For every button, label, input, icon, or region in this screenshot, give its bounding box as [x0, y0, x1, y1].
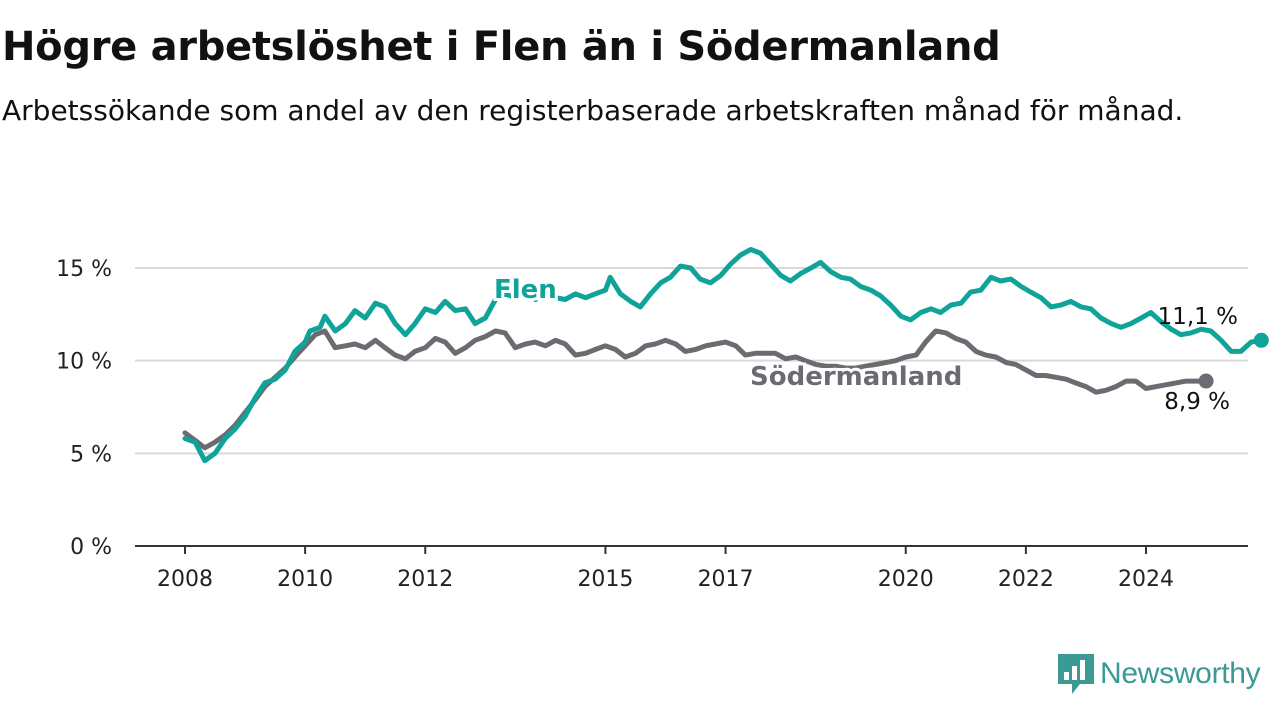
chart-title: Högre arbetslöshet i Flen än i Södermanl… [2, 24, 1001, 70]
series-line-flen [182, 247, 1264, 464]
y-tick-label: 15 % [56, 257, 112, 282]
x-tick-label: 2020 [878, 567, 934, 592]
end-label-flen: 11,1 % [1158, 304, 1238, 330]
newsworthy-logo-icon [1058, 654, 1094, 694]
x-tick-label: 2010 [277, 567, 333, 592]
series-label-flen: Flen [494, 275, 557, 305]
x-tick-label: 2015 [577, 567, 633, 592]
x-tick-label: 2024 [1118, 567, 1174, 592]
grid-lines [135, 267, 1248, 455]
series-lines [182, 247, 1269, 464]
x-tick-label: 2017 [698, 567, 754, 592]
y-tick-label: 0 % [70, 535, 112, 560]
axes: 0 % 5 % 10 % 15 % 2008 2010 2012 2015 2017 2020 20… [56, 257, 1248, 592]
y-tick-label: 5 % [70, 442, 112, 467]
x-tick-label: 2012 [397, 567, 453, 592]
end-label-sodermanland: 8,9 % [1164, 389, 1230, 415]
end-point-sodermanland [1198, 373, 1214, 389]
series-line-sodermanland [182, 328, 1209, 451]
brand-name: Newsworthy [1100, 657, 1261, 690]
series-labels: Flen Södermanland 11,1 % 8,9 % [491, 272, 1238, 415]
brand-logo: Newsworthy [1058, 654, 1261, 694]
series-label-sodermanland: Södermanland [750, 362, 962, 392]
x-tick-label: 2022 [998, 567, 1054, 592]
end-point-flen [1253, 332, 1269, 348]
chart-subtitle: Arbetssökande som andel av den registerb… [2, 94, 1184, 127]
x-tick-label: 2008 [157, 567, 213, 592]
y-tick-label: 10 % [56, 350, 112, 375]
